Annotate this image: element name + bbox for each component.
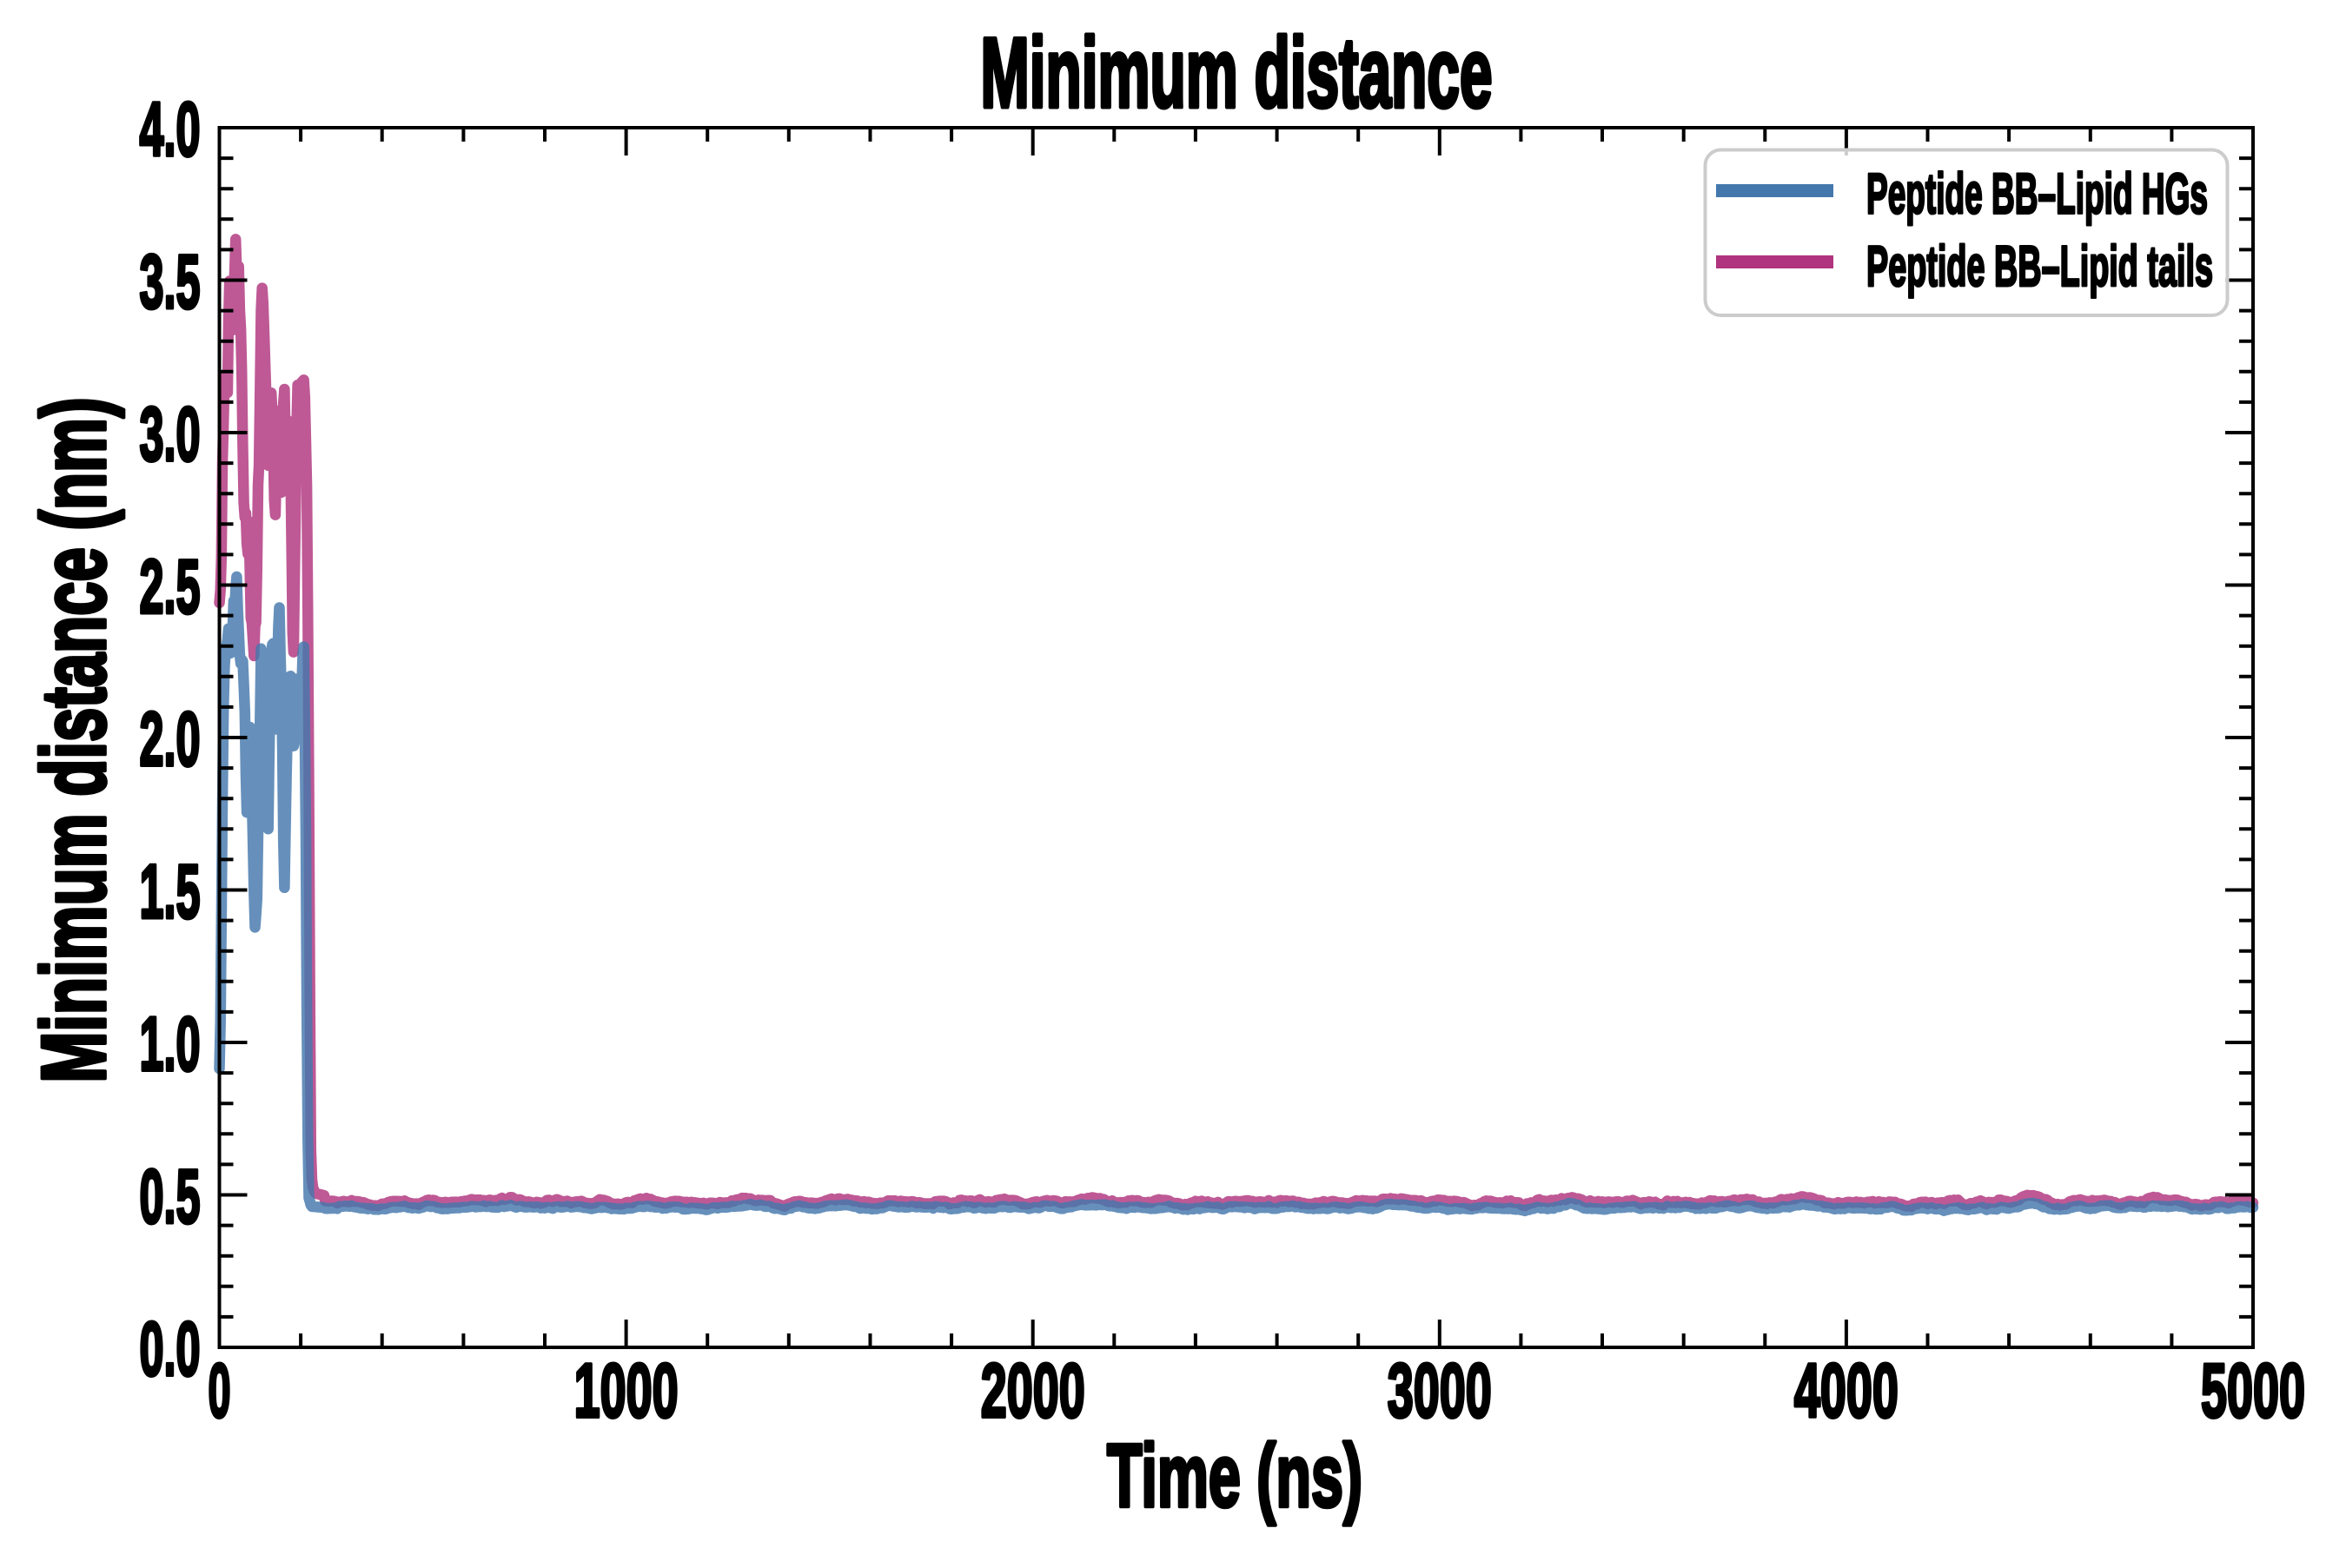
svg-text:3.0: 3.0	[140, 391, 201, 477]
svg-text:Time (ns): Time (ns)	[1107, 1426, 1362, 1525]
svg-text:4000: 4000	[1794, 1347, 1899, 1433]
svg-text:4.0: 4.0	[140, 86, 201, 172]
svg-text:3.5: 3.5	[140, 239, 201, 325]
svg-text:Minimum distance (nm): Minimum distance (nm)	[24, 398, 125, 1083]
svg-text:1.0: 1.0	[140, 1001, 201, 1087]
svg-text:2000: 2000	[981, 1347, 1085, 1433]
svg-text:0.5: 0.5	[140, 1154, 201, 1240]
svg-text:1.5: 1.5	[140, 849, 201, 935]
svg-text:1000: 1000	[574, 1347, 679, 1433]
svg-text:3000: 3000	[1388, 1347, 1492, 1433]
svg-text:2.5: 2.5	[140, 544, 201, 630]
svg-text:0: 0	[209, 1347, 231, 1433]
svg-text:0.0: 0.0	[140, 1306, 201, 1392]
svg-text:Peptide BB–Lipid HGs: Peptide BB–Lipid HGs	[1866, 161, 2208, 225]
svg-text:Peptide BB–Lipid tails: Peptide BB–Lipid tails	[1866, 234, 2213, 298]
svg-text:Minimum distance: Minimum distance	[981, 18, 1493, 129]
svg-text:2.0: 2.0	[140, 696, 201, 782]
svg-text:5000: 5000	[2201, 1347, 2305, 1433]
